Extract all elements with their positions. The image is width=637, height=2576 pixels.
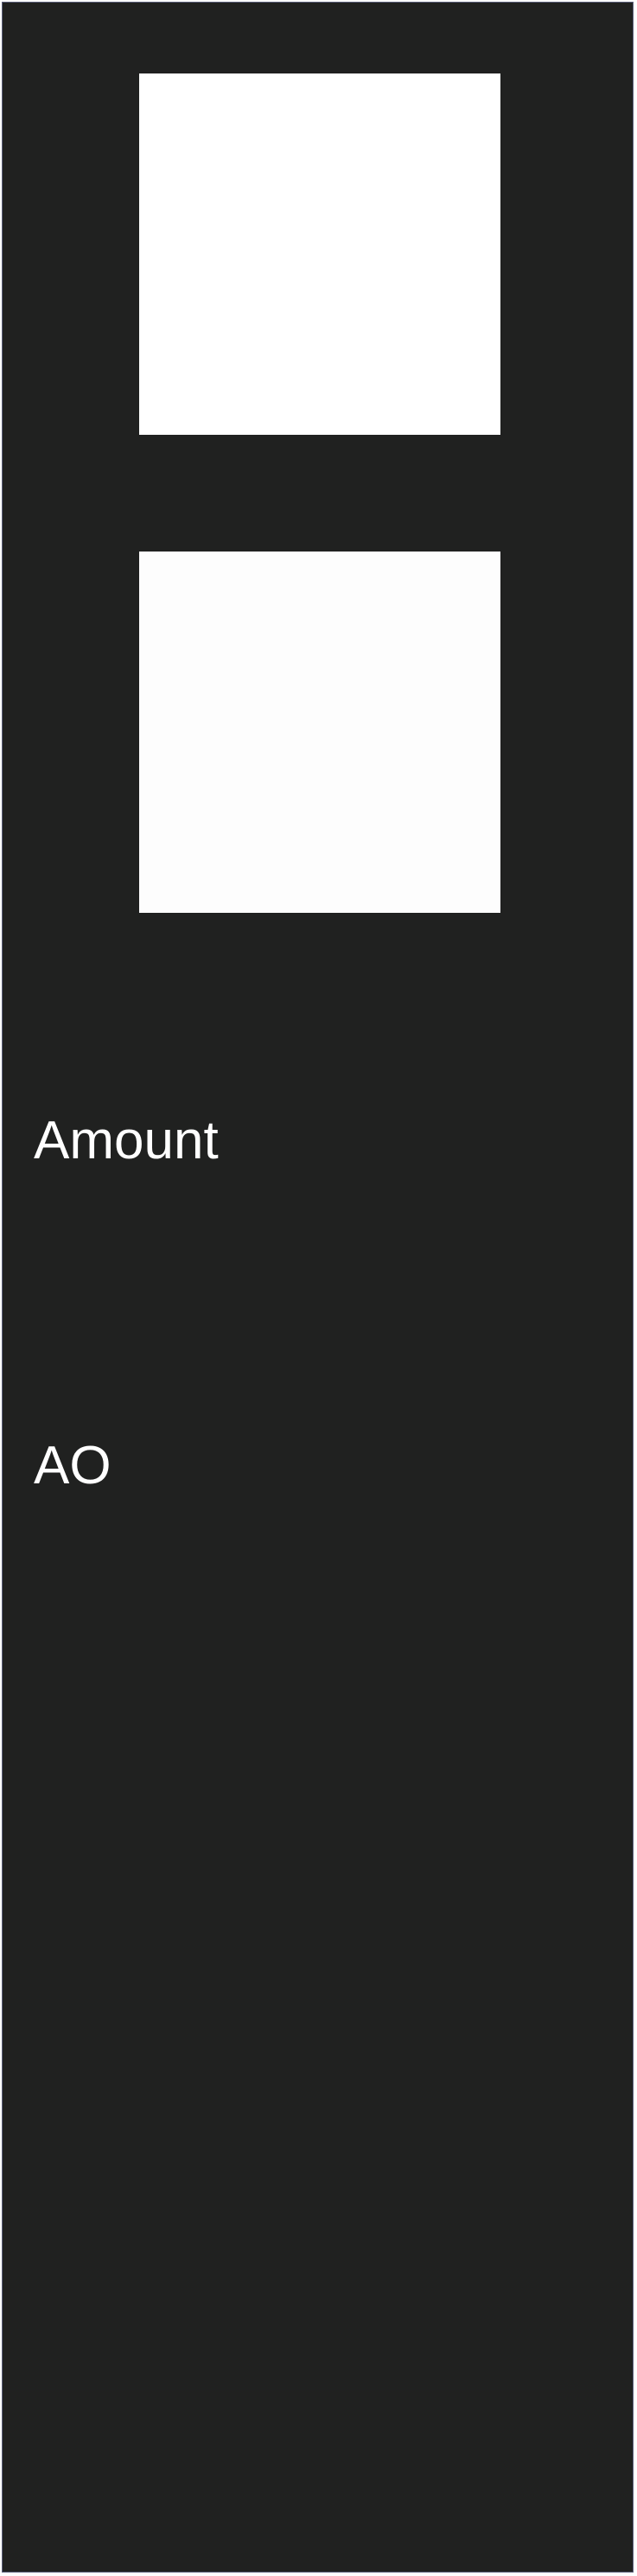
ao-label: AO: [34, 1436, 111, 1495]
image-placeholder-1[interactable]: [139, 73, 500, 435]
image-placeholder-2[interactable]: [139, 552, 500, 913]
amount-label: Amount: [34, 1111, 219, 1170]
